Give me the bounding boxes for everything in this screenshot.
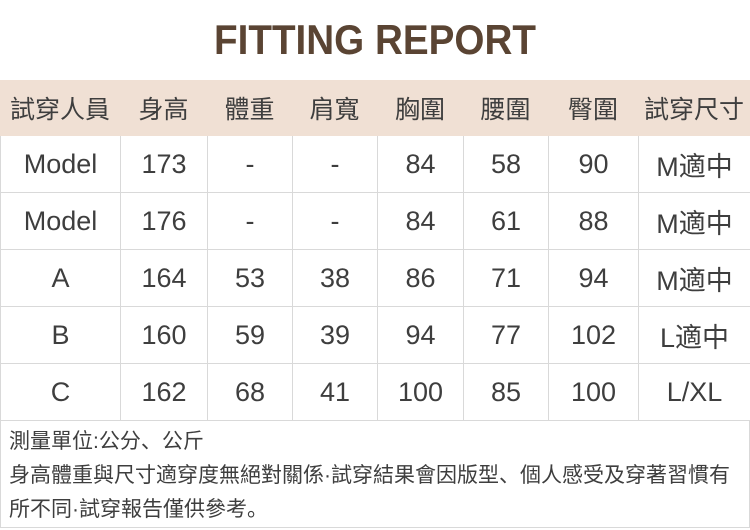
table-cell-size: M適中	[639, 193, 750, 250]
table-cell-hip: 94	[549, 250, 639, 307]
column-header-size: 試穿尺寸	[643, 96, 744, 124]
table-cell-weight: -	[208, 193, 293, 250]
table-cell-shoulder: -	[293, 136, 378, 193]
table-cell-waist: 77	[464, 307, 549, 364]
table-header-row: 試穿人員 身高 體重 肩寬 胸圍 腰圍 臀圍 試穿尺寸	[0, 80, 750, 136]
measurement-unit-note: 測量單位:公分、公斤	[9, 430, 204, 453]
column-header-tester: 試穿人員	[9, 96, 110, 124]
column-header-height: 身高	[138, 96, 189, 124]
table-cell-tester: Model	[1, 136, 121, 193]
table-cell-size: M適中	[639, 250, 750, 307]
table-cell-tester: Model	[1, 193, 121, 250]
table-cell-shoulder: 41	[293, 364, 378, 421]
table-cell-height: 176	[121, 193, 208, 250]
table-cell-weight: 68	[208, 364, 293, 421]
table-cell-hip: 90	[549, 136, 639, 193]
column-header-chest: 胸圍	[394, 96, 445, 124]
table-cell-waist: 61	[464, 193, 549, 250]
table-cell-waist: 58	[464, 136, 549, 193]
table-cell-tester: C	[1, 364, 121, 421]
table-cell-height: 173	[121, 136, 208, 193]
table-cell-chest: 100	[378, 364, 464, 421]
table-cell-weight: -	[208, 136, 293, 193]
table-body: Model 173 - - 84 58 90 M適中 Model 176 - -…	[0, 136, 750, 421]
disclaimer-note: 身高體重與尺寸適穿度無絕對關係·試穿結果會因版型、個人感受及穿著習慣有所不同·試…	[9, 464, 730, 521]
column-header-waist: 腰圍	[480, 96, 531, 124]
table-cell-height: 164	[121, 250, 208, 307]
table-cell-shoulder: 39	[293, 307, 378, 364]
table-cell-height: 162	[121, 364, 208, 421]
table-cell-shoulder: 38	[293, 250, 378, 307]
table-cell-tester: A	[1, 250, 121, 307]
table-cell-waist: 85	[464, 364, 549, 421]
table-cell-size: L/XL	[639, 364, 750, 421]
table-cell-chest: 86	[378, 250, 464, 307]
table-cell-hip: 102	[549, 307, 639, 364]
page-title: FITTING REPORT	[214, 16, 536, 63]
column-header-hip: 臀圍	[567, 96, 618, 124]
table-cell-shoulder: -	[293, 193, 378, 250]
table-cell-waist: 71	[464, 250, 549, 307]
table-cell-chest: 84	[378, 193, 464, 250]
table-cell-tester: B	[1, 307, 121, 364]
table-cell-size: L適中	[639, 307, 750, 364]
table-cell-height: 160	[121, 307, 208, 364]
table-cell-chest: 84	[378, 136, 464, 193]
table-cell-hip: 100	[549, 364, 639, 421]
table-cell-hip: 88	[549, 193, 639, 250]
table-cell-weight: 53	[208, 250, 293, 307]
column-header-weight: 體重	[224, 96, 275, 124]
title-area: FITTING REPORT	[0, 0, 750, 80]
notes-section: 測量單位:公分、公斤 身高體重與尺寸適穿度無絕對關係·試穿結果會因版型、個人感受…	[0, 421, 750, 528]
table-cell-chest: 94	[378, 307, 464, 364]
table-cell-size: M適中	[639, 136, 750, 193]
column-header-shoulder: 肩寬	[309, 96, 360, 124]
table-cell-weight: 59	[208, 307, 293, 364]
